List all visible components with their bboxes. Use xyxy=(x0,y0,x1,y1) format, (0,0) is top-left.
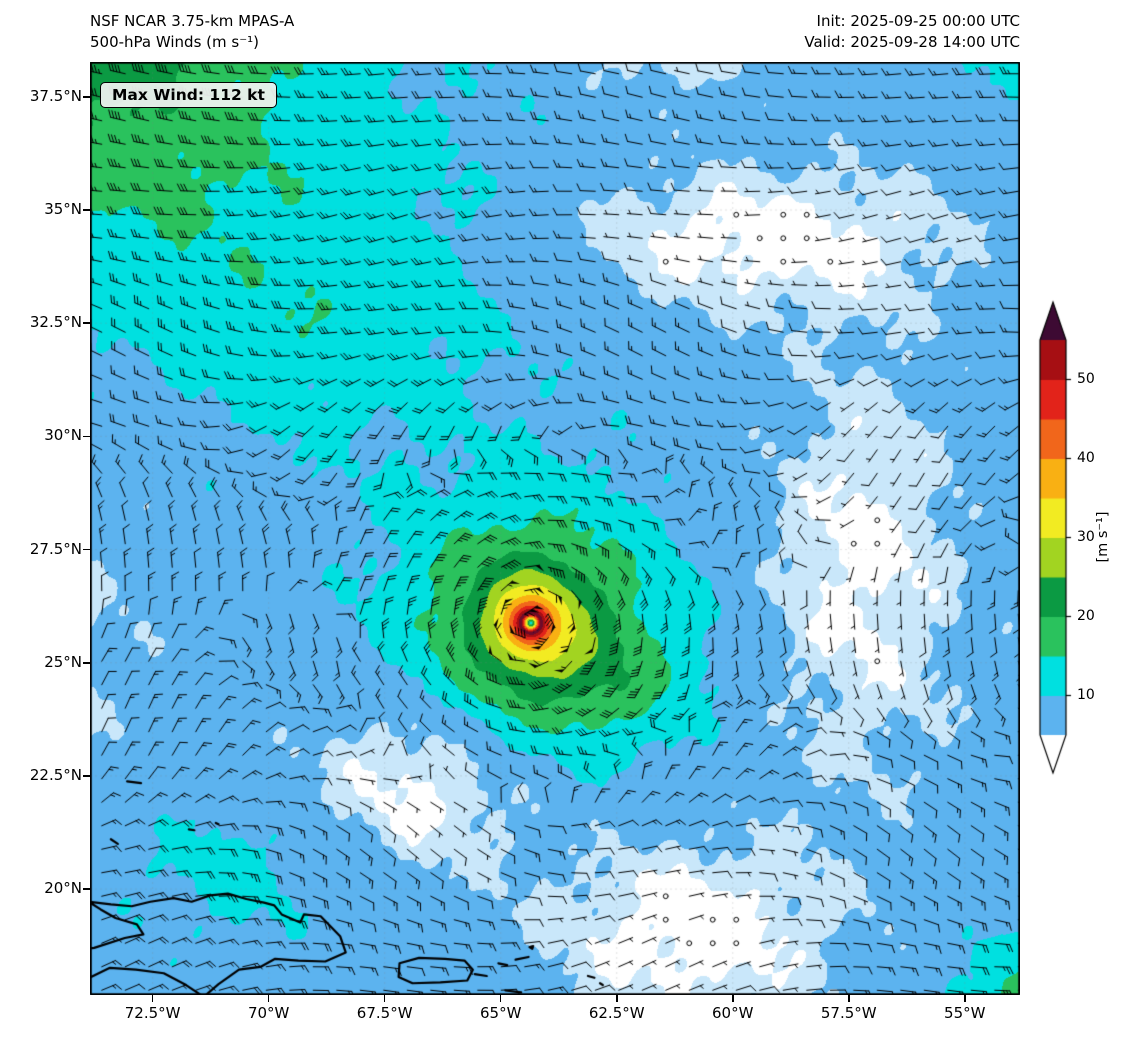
lat-tick-label: 30°N xyxy=(44,426,82,445)
lon-tick-label: 62.5°W xyxy=(588,1004,645,1022)
lon-tick-mark xyxy=(847,995,850,1002)
lon-tick-label: 67.5°W xyxy=(356,1004,413,1022)
lon-tick-mark xyxy=(151,995,154,1002)
colorbar-axis-label: [m s⁻¹] xyxy=(1095,511,1111,563)
lon-tick-mark xyxy=(731,995,734,1002)
colorbar-tick-label: 30 xyxy=(1077,528,1095,545)
lat-tick-mark xyxy=(83,435,90,438)
lat-tick-label: 35°N xyxy=(44,200,82,219)
max-wind-annotation: Max Wind: 112 kt xyxy=(100,82,277,108)
lon-tick-label: 65°W xyxy=(479,1004,522,1022)
lat-tick-label: 32.5°N xyxy=(29,313,82,332)
lat-tick-mark xyxy=(83,661,90,664)
lon-tick-mark xyxy=(383,995,386,1002)
plot-title-line1: NSF NCAR 3.75-km MPAS-A xyxy=(90,12,295,30)
colorbar-canvas xyxy=(1038,298,1074,778)
lon-tick-mark xyxy=(963,995,966,1002)
colorbar-tick-label: 40 xyxy=(1077,449,1095,466)
colorbar-tick-label: 50 xyxy=(1077,370,1095,387)
colorbar-tick-label: 10 xyxy=(1077,686,1095,703)
lat-tick-label: 22.5°N xyxy=(29,765,82,784)
lon-tick-label: 55°W xyxy=(944,1004,986,1022)
plot-title-line2: 500-hPa Winds (m s⁻¹) xyxy=(90,33,259,51)
wind-map-canvas xyxy=(90,62,1020,995)
lat-tick-label: 27.5°N xyxy=(29,539,82,558)
lat-tick-mark xyxy=(83,548,90,551)
colorbar-tick-label: 20 xyxy=(1077,607,1095,624)
lat-tick-label: 25°N xyxy=(44,652,82,671)
lon-tick-mark xyxy=(615,995,618,1002)
lat-tick-mark xyxy=(83,775,90,777)
lon-tick-label: 72.5°W xyxy=(124,1004,181,1022)
lon-tick-mark xyxy=(499,995,502,1002)
valid-time-label: Valid: 2025-09-28 14:00 UTC xyxy=(804,33,1020,51)
lat-tick-label: 20°N xyxy=(44,879,82,898)
lat-tick-mark xyxy=(83,322,90,324)
lon-tick-label: 60°W xyxy=(712,1004,754,1022)
lat-tick-mark xyxy=(83,96,90,98)
lat-tick-mark xyxy=(83,209,90,211)
lat-tick-mark xyxy=(83,888,90,890)
lat-tick-label: 37.5°N xyxy=(29,86,82,105)
lon-tick-mark xyxy=(267,995,270,1002)
init-time-label: Init: 2025-09-25 00:00 UTC xyxy=(816,12,1020,30)
lon-tick-label: 70°W xyxy=(247,1004,290,1022)
lon-tick-label: 57.5°W xyxy=(820,1004,877,1022)
